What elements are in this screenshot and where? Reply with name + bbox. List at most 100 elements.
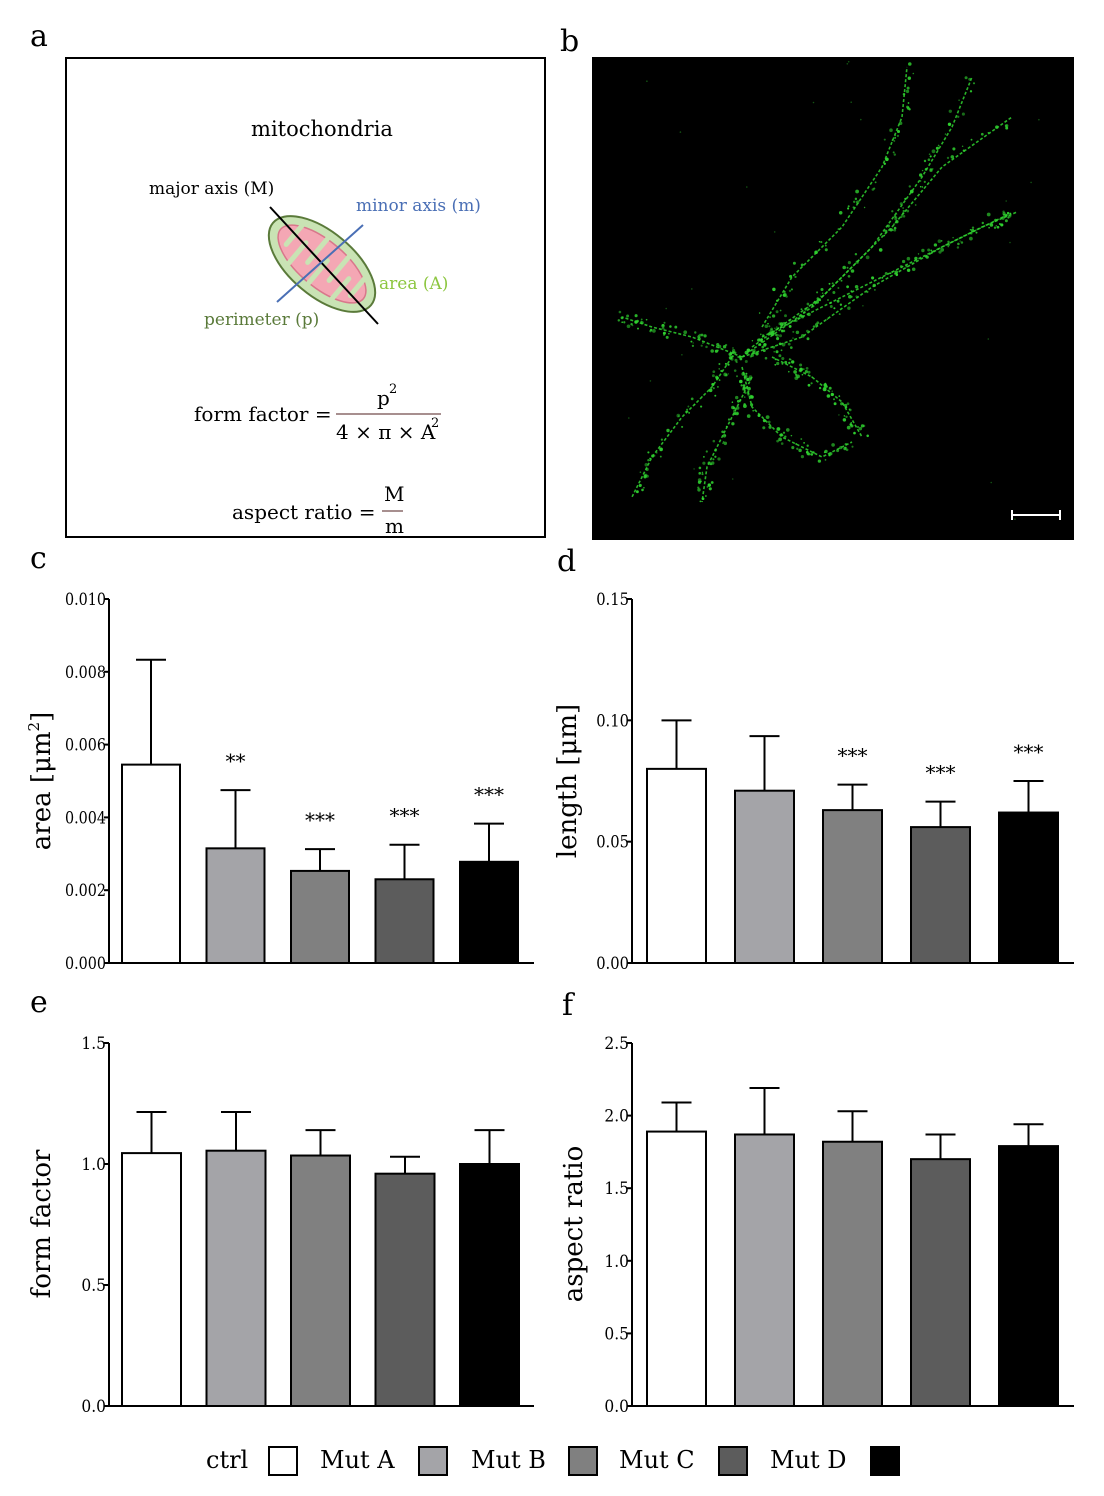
filament-dot bbox=[969, 90, 973, 93]
filament-dot bbox=[1002, 210, 1005, 213]
filament-dot bbox=[893, 153, 897, 156]
filament-dot bbox=[717, 457, 721, 461]
filament-dot bbox=[806, 302, 810, 306]
filament-dot bbox=[989, 223, 992, 226]
filament-dot bbox=[806, 306, 809, 309]
bar-mut-b bbox=[822, 1140, 883, 1407]
filament-dot bbox=[638, 483, 642, 487]
filament-dot bbox=[788, 319, 791, 322]
filament-dot bbox=[925, 255, 929, 259]
filament-dot bbox=[791, 446, 795, 450]
filament-dot bbox=[773, 350, 775, 353]
legend-swatch-mut-b bbox=[568, 1446, 598, 1476]
filament-dot bbox=[896, 134, 900, 138]
filament-dot bbox=[782, 321, 787, 326]
filament-dot bbox=[722, 434, 727, 438]
mitochondria-micrograph bbox=[592, 57, 1074, 540]
aspect-ratio-denominator: m bbox=[385, 514, 404, 536]
filament-dot bbox=[901, 259, 906, 264]
filament-dot bbox=[714, 455, 717, 458]
filament-dot bbox=[948, 109, 952, 113]
filament-dot bbox=[778, 342, 782, 346]
filament-dot bbox=[905, 265, 908, 268]
filament-dot bbox=[777, 327, 780, 330]
filament-dot bbox=[788, 324, 792, 328]
filament-dot bbox=[640, 321, 644, 325]
filament-dot bbox=[740, 384, 743, 387]
filament-dot bbox=[708, 388, 713, 393]
filament-dot bbox=[1002, 212, 1006, 216]
filament-dot bbox=[839, 303, 843, 306]
filament-dot bbox=[640, 318, 643, 321]
filament-dot bbox=[686, 408, 689, 411]
filament-dot bbox=[697, 488, 701, 492]
filament-dot bbox=[960, 241, 964, 244]
filament-dot bbox=[762, 349, 766, 353]
bar-mut-c bbox=[374, 1172, 436, 1408]
filament-dot bbox=[931, 168, 934, 170]
filament-dot bbox=[952, 147, 956, 151]
filament-dot bbox=[716, 385, 719, 388]
filament-dot bbox=[828, 282, 831, 285]
filament-dot bbox=[634, 314, 638, 318]
filament-dot bbox=[906, 86, 910, 90]
mitochondria-diagram-panel: mitochondria major axis (M) minor axis (… bbox=[65, 57, 546, 538]
bar-mut-b bbox=[290, 869, 350, 965]
filament-dot bbox=[924, 168, 928, 171]
y-tick-label: 0.5 bbox=[81, 1276, 106, 1296]
filament-dot bbox=[843, 446, 847, 451]
filament-dot bbox=[969, 236, 973, 241]
filament-dot bbox=[858, 426, 863, 431]
filament-dot bbox=[744, 360, 748, 363]
filament-dot bbox=[972, 82, 976, 85]
filament-dot bbox=[803, 442, 805, 444]
filament-dot bbox=[803, 368, 805, 370]
filament-dot bbox=[705, 345, 708, 349]
filament-dot bbox=[792, 261, 796, 265]
filament-dot bbox=[921, 248, 925, 253]
filament-dot bbox=[794, 376, 799, 380]
filament-dot bbox=[995, 125, 999, 129]
filament-dot bbox=[697, 335, 701, 339]
noise-dot bbox=[850, 101, 852, 103]
filament-dot bbox=[950, 155, 955, 159]
filament-dot bbox=[733, 369, 737, 372]
filament-dot bbox=[891, 271, 894, 274]
filament-dot bbox=[636, 319, 639, 323]
filament-dot bbox=[801, 373, 804, 376]
filament-8 bbox=[771, 356, 863, 438]
bar-charts: 0.000 0.002 0.004 0.006 0.008 0.010 area [μm2]… bbox=[25, 590, 1074, 1417]
filament-dot bbox=[833, 402, 837, 406]
filament-dot bbox=[732, 347, 734, 349]
filament-dot bbox=[962, 149, 966, 152]
filament-dot bbox=[774, 358, 777, 361]
filament-dot bbox=[1009, 212, 1012, 215]
filament-dot bbox=[854, 285, 859, 289]
filament-dot bbox=[937, 239, 942, 243]
filament-dot bbox=[701, 497, 705, 501]
filament-dot bbox=[775, 326, 778, 328]
noise-dot bbox=[693, 468, 695, 470]
significance-label: *** bbox=[390, 804, 420, 828]
filament-dot bbox=[759, 333, 762, 336]
filament-dot bbox=[790, 288, 793, 291]
filament-dot bbox=[705, 450, 708, 453]
filament-dot bbox=[780, 329, 784, 333]
filament-dot bbox=[946, 156, 950, 160]
filament-dot bbox=[764, 356, 768, 360]
filament-dot bbox=[795, 330, 800, 335]
panel-letter-c: c bbox=[30, 541, 47, 576]
filament-dot bbox=[750, 395, 754, 399]
filament-dot bbox=[725, 425, 728, 428]
filament-dot bbox=[891, 210, 894, 213]
filament-dot bbox=[980, 132, 984, 136]
filament-dot bbox=[970, 138, 973, 141]
filament-dot bbox=[902, 212, 905, 215]
filament-dot bbox=[774, 327, 776, 330]
aspect-ratio-numerator: M bbox=[384, 482, 404, 506]
filament-dot bbox=[855, 260, 859, 264]
filament-dot bbox=[844, 406, 848, 409]
filament-dot bbox=[912, 72, 915, 75]
filament-dot bbox=[847, 306, 851, 310]
filament-dot bbox=[724, 343, 728, 347]
